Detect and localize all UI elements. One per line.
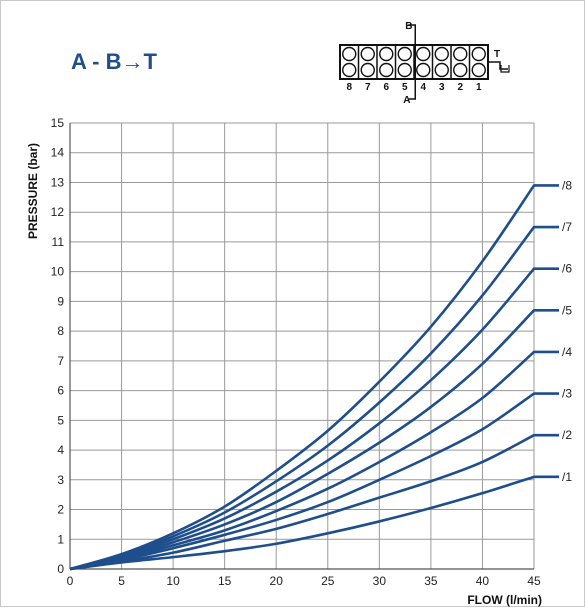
x-tick-label: 25: [321, 574, 335, 588]
y-tick-label: 14: [51, 146, 65, 160]
series-label: /6: [562, 262, 572, 276]
series-label: /2: [562, 428, 572, 442]
connector-pin: [434, 46, 449, 62]
connector-pin: [434, 62, 449, 78]
series-line: [69, 392, 559, 571]
y-tick-label: 9: [57, 294, 64, 308]
series-label: /5: [562, 303, 572, 317]
y-tick-label: 12: [51, 205, 65, 219]
series-label: /1: [562, 470, 572, 484]
series-label: /4: [562, 345, 572, 359]
y-tick-label: 13: [51, 175, 65, 189]
y-tick-label: 6: [57, 384, 64, 398]
series-label: /7: [562, 220, 572, 234]
connector-pin: [416, 46, 431, 62]
x-tick-label: 30: [373, 574, 387, 588]
port-label-b: B: [405, 21, 412, 32]
x-tick-label: 10: [166, 574, 180, 588]
port-number: 2: [457, 82, 463, 93]
x-tick-label: 35: [424, 574, 438, 588]
port-number: 6: [383, 82, 389, 93]
connector-pin: [360, 46, 375, 62]
y-tick-label: 15: [51, 116, 65, 130]
series-line: [69, 433, 559, 571]
y-tick-label: 7: [57, 354, 64, 368]
connector-pin: [453, 46, 468, 62]
a-connection-line: [408, 54, 416, 100]
series-line: [69, 267, 559, 571]
series-labels: /1/2/3/4/5/6/7/8: [562, 178, 572, 483]
series-lines: [69, 184, 559, 571]
x-tick-labels: 0 5 10 15 20 25 30 35 40 45: [67, 574, 541, 588]
port-number: 3: [439, 82, 445, 93]
connector-pin: [471, 62, 486, 78]
connector-pin: [342, 46, 357, 62]
t-connection-line: [488, 61, 508, 70]
chart-title: A - B→T: [71, 49, 158, 74]
y-tick-label: 10: [51, 265, 65, 279]
y-tick-label: 3: [57, 473, 64, 487]
connector-pin: [397, 62, 412, 78]
connector-pin: [360, 62, 375, 78]
port-number: 5: [402, 82, 408, 93]
series-line: [69, 309, 559, 571]
y-tick-label: 1: [57, 532, 64, 546]
connector-pin: [397, 46, 412, 62]
port-number: 8: [346, 82, 352, 93]
tank-icon: [500, 65, 510, 73]
connector-pin: [379, 62, 394, 78]
grid: [69, 122, 535, 570]
connector-pin: [342, 62, 357, 78]
port-label-a: A: [403, 95, 410, 106]
port-number: 7: [365, 82, 371, 93]
series-line: [69, 225, 559, 571]
connector-pin: [471, 46, 486, 62]
x-tick-label: 0: [67, 574, 74, 588]
y-axis-label: PRESSURE (bar): [26, 143, 40, 239]
connector-pin: [416, 62, 431, 78]
connector-pin: [453, 62, 468, 78]
y-tick-label: 4: [57, 443, 64, 457]
y-tick-label: 5: [57, 413, 64, 427]
x-axis-label: FLOW (l/min): [467, 593, 542, 607]
valve-diagram: 8 7 6 5 4 3 2 1 B A T: [339, 21, 510, 106]
y-tick-label: 11: [52, 235, 65, 249]
connector-pin: [379, 46, 394, 62]
series-line: [69, 475, 559, 571]
series-line: [69, 184, 559, 571]
port-number: 1: [476, 82, 482, 93]
series-label: /8: [562, 178, 572, 192]
y-tick-label: 0: [57, 562, 64, 576]
series-line: [69, 350, 559, 571]
x-tick-label: 15: [218, 574, 232, 588]
port-label-t: T: [494, 49, 500, 60]
series-label: /3: [562, 387, 572, 401]
x-tick-label: 45: [527, 574, 541, 588]
port-number: 4: [420, 82, 426, 93]
y-tick-label: 2: [57, 503, 64, 517]
x-tick-label: 40: [476, 574, 490, 588]
x-tick-label: 5: [118, 574, 125, 588]
y-tick-label: 8: [57, 324, 64, 338]
x-tick-label: 20: [270, 574, 284, 588]
